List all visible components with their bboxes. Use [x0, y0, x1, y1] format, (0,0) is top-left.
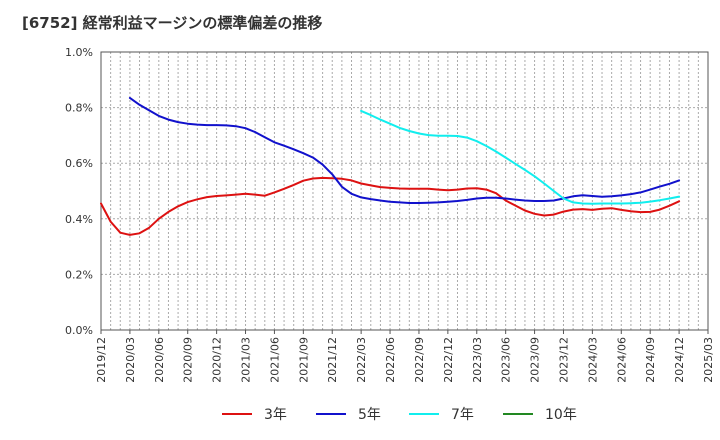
y-tick-label: 1.0%	[65, 46, 93, 59]
legend: 3年 5年 7年 10年	[222, 407, 577, 423]
x-tick-label: 2021/09	[297, 337, 310, 383]
x-tick-label: 2024/03	[586, 337, 599, 383]
x-tick-label: 2023/12	[557, 337, 570, 383]
series-lines	[100, 96, 681, 236]
plot-frame	[100, 51, 709, 331]
legend-label: 3年	[264, 407, 287, 423]
x-tick-label: 2025/03	[702, 337, 715, 383]
x-tick-label: 2021/03	[240, 337, 253, 383]
grid	[101, 52, 708, 330]
x-tick-label: 2020/06	[153, 337, 166, 383]
x-tick-label: 2021/12	[326, 337, 339, 383]
x-tick-label: 2022/06	[384, 337, 397, 383]
series-line-3年	[100, 176, 681, 236]
x-tick-label: 2021/06	[268, 337, 281, 383]
page-title: [6752] 経常利益マージンの標準偏差の推移	[22, 14, 323, 32]
series-line-5年	[128, 96, 681, 204]
y-tick-label: 0.8%	[65, 102, 93, 115]
x-tick-label: 2019/12	[95, 337, 108, 383]
x-tick-label: 2020/03	[124, 337, 137, 383]
x-axis: 2019/12 2020/03 2020/06 2020/09 2020/12 2021/…	[95, 330, 715, 383]
x-tick-label: 2023/09	[529, 337, 542, 383]
x-tick-label: 2024/06	[615, 337, 628, 383]
y-tick-label: 0.6%	[65, 157, 93, 170]
y-tick-label: 0.2%	[65, 268, 93, 281]
x-tick-label: 2020/09	[182, 337, 195, 383]
legend-label: 5年	[358, 407, 381, 423]
legend-label: 10年	[545, 407, 577, 423]
x-tick-label: 2022/09	[413, 337, 426, 383]
x-tick-label: 2023/03	[471, 337, 484, 383]
y-axis: 0.0% 0.2% 0.4% 0.6% 0.8% 1.0%	[65, 46, 93, 337]
y-tick-label: 0.4%	[65, 213, 93, 226]
x-tick-label: 2022/03	[355, 337, 368, 383]
y-tick-label: 0.0%	[65, 324, 93, 337]
series-line-7年	[360, 109, 681, 205]
x-tick-label: 2024/09	[644, 337, 657, 383]
x-tick-label: 2022/12	[442, 337, 455, 383]
x-tick-label: 2023/06	[500, 337, 513, 383]
x-tick-label: 2024/12	[673, 337, 686, 383]
legend-label: 7年	[451, 407, 474, 423]
x-tick-label: 2020/12	[211, 337, 224, 383]
